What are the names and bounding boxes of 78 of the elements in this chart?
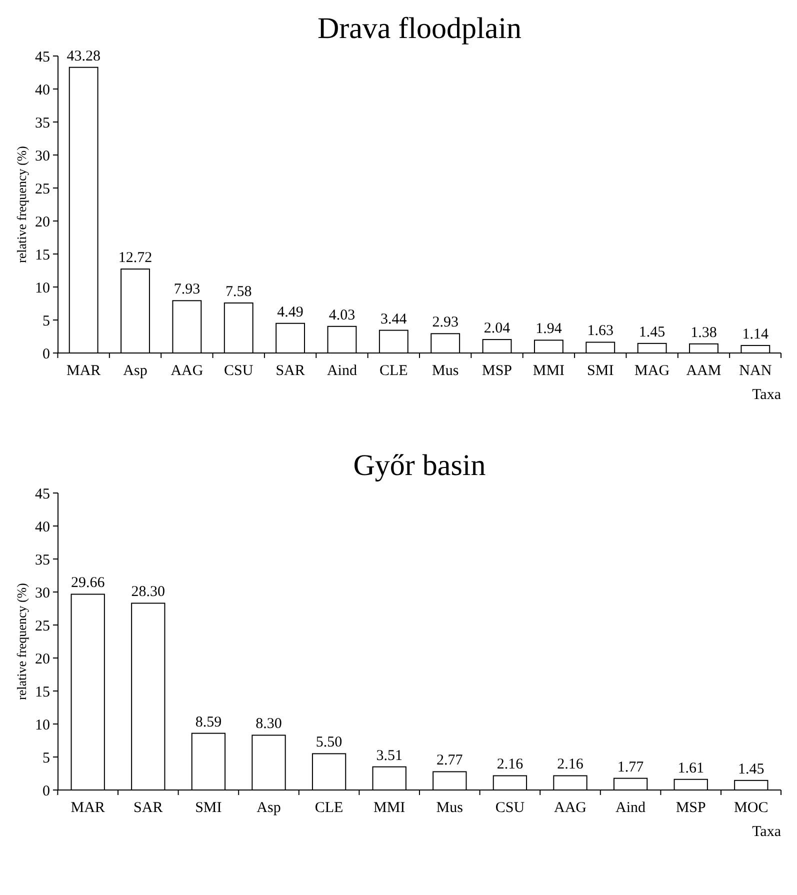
x-tick-label: MMI: [374, 800, 406, 816]
x-tick-label: MAR: [66, 363, 101, 379]
x-tick-label: SMI: [587, 363, 614, 379]
y-axis-title: relative frequency (%): [14, 146, 29, 263]
data-label: 2.04: [484, 320, 511, 337]
data-label: 5.50: [316, 734, 342, 751]
data-label: 1.45: [738, 761, 764, 778]
data-label: 1.94: [536, 321, 562, 338]
y-tick-label: 35: [35, 115, 50, 132]
data-label: 3.51: [376, 748, 402, 764]
x-tick-label: Aind: [326, 363, 358, 379]
x-tick-label: NAN: [739, 363, 772, 379]
data-label: 7.93: [174, 282, 200, 298]
y-tick-label: 40: [35, 519, 50, 536]
y-tick-label: 5: [42, 313, 50, 330]
data-label: 8.30: [256, 716, 282, 732]
x-tick-label: MMI: [532, 363, 565, 379]
y-tick-label: 0: [42, 346, 50, 362]
y-tick-label: 5: [42, 750, 50, 766]
x-tick-label: Asp: [256, 800, 281, 816]
data-label: 28.30: [131, 584, 166, 600]
x-tick-label: CSU: [495, 800, 525, 816]
x-tick-label: AAG: [170, 363, 204, 379]
data-label: 1.14: [742, 326, 770, 342]
data-label: 2.93: [432, 314, 458, 331]
data-label: 2.16: [557, 756, 584, 773]
x-tick-label: MAG: [634, 363, 670, 379]
data-label: 7.58: [225, 284, 252, 300]
x-tick-label: SAR: [276, 363, 305, 379]
x-axis-title: Taxa: [752, 824, 782, 840]
data-label: 29.66: [70, 575, 106, 592]
data-label: 1.63: [587, 323, 614, 340]
y-tick-label: 25: [35, 181, 50, 198]
data-label: 1.77: [617, 759, 644, 776]
x-tick-label: Asp: [123, 363, 148, 379]
data-label: 8.59: [195, 714, 222, 730]
x-tick-label: SAR: [134, 800, 163, 816]
y-tick-label: 30: [35, 148, 50, 164]
y-tick-label: 0: [42, 783, 50, 800]
y-tick-label: 20: [35, 214, 50, 230]
y-tick-label: 20: [35, 651, 50, 668]
x-tick-label: Aind: [616, 800, 646, 816]
y-tick-label: 25: [35, 618, 50, 634]
x-tick-label: MOC: [734, 800, 768, 816]
y-tick-label: 15: [35, 684, 50, 700]
data-label: 3.44: [380, 311, 408, 328]
data-label: 43.28: [66, 48, 100, 64]
data-label: 4.49: [277, 304, 304, 320]
data-label: 2.77: [436, 752, 464, 769]
y-tick-label: 35: [35, 552, 50, 568]
y-axis-title: relative frequency (%): [14, 583, 29, 700]
data-label: 2.16: [496, 756, 524, 773]
x-tick-label: MSP: [482, 363, 512, 379]
data-label: 1.45: [638, 324, 666, 340]
y-tick-label: 15: [35, 247, 50, 264]
data-label: 12.72: [118, 250, 152, 266]
data-label: 1.38: [690, 324, 717, 341]
x-tick-label: AAG: [554, 800, 587, 816]
y-tick-label: 45: [35, 49, 50, 66]
chart-title: Győr basin: [353, 449, 486, 482]
y-tick-label: 10: [35, 717, 50, 734]
chart-title: Drava floodplain: [317, 12, 522, 45]
x-tick-label: AAM: [686, 363, 722, 379]
x-tick-label: Mus: [432, 363, 459, 379]
y-tick-label: 40: [35, 82, 50, 98]
x-tick-label: CLE: [379, 363, 408, 379]
data-label: 4.03: [328, 307, 356, 324]
x-axis-title: Taxa: [752, 387, 782, 403]
x-tick-label: CLE: [314, 800, 344, 816]
y-tick-label: 45: [35, 486, 50, 502]
x-tick-label: MSP: [676, 800, 706, 816]
x-tick-label: CSU: [224, 363, 254, 379]
x-tick-label: MAR: [70, 800, 105, 816]
y-tick-label: 30: [35, 585, 50, 602]
x-tick-label: SMI: [195, 800, 222, 816]
data-label: 1.61: [678, 760, 704, 776]
x-tick-label: Mus: [436, 800, 464, 816]
y-tick-label: 10: [35, 280, 50, 296]
